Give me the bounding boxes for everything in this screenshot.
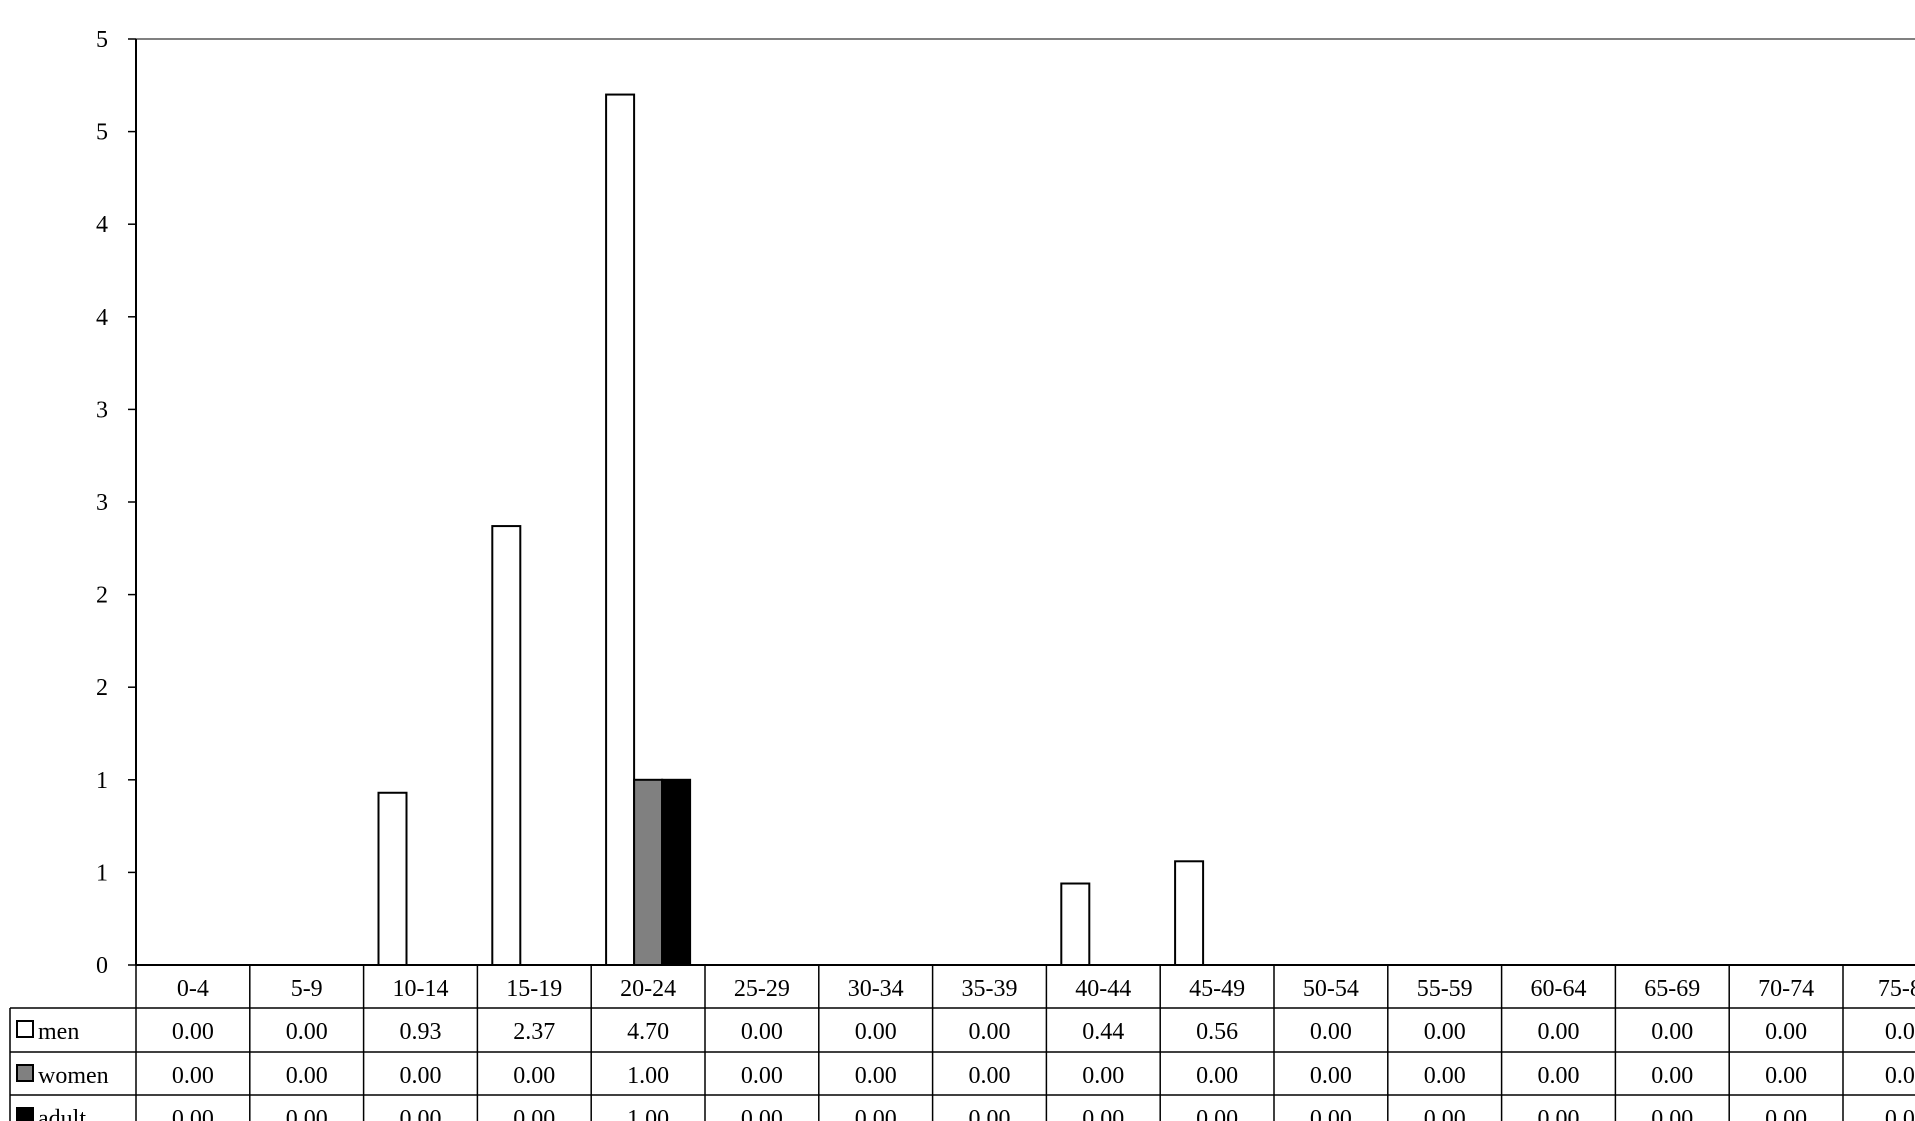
data-label-men: 0.00 <box>1424 1019 1466 1045</box>
data-label-men: 0.44 <box>1082 1019 1124 1045</box>
bar-men-10-14 <box>377 791 408 966</box>
bar-men-15-19 <box>491 525 522 966</box>
bar-adult-20-24 <box>661 778 692 966</box>
data-label-women: 0.00 <box>1765 1063 1807 1089</box>
y-tick-label: 3 <box>96 397 108 423</box>
data-label-men: 0.00 <box>1651 1019 1693 1045</box>
data-label-women: 0.00 <box>1651 1063 1693 1089</box>
data-label-adult: 0.00 <box>1082 1106 1124 1121</box>
x-tick-label: 25-29 <box>734 976 790 1002</box>
data-label-men: 0.00 <box>172 1019 214 1045</box>
y-tick-label: 3 <box>96 490 108 516</box>
bar-men-20-24 <box>605 93 636 966</box>
y-tick-label: 0 <box>96 953 108 979</box>
x-tick-label: 55-59 <box>1417 976 1473 1002</box>
data-label-adult: 0.00 <box>1765 1106 1807 1121</box>
bar-men-40-44 <box>1060 882 1091 967</box>
data-label-adult: 0.00 <box>1424 1106 1466 1121</box>
data-label-adult: 0.00 <box>400 1106 442 1121</box>
data-label-women: 0.0 <box>1885 1063 1915 1089</box>
legend-label-men: men <box>38 1019 79 1045</box>
data-label-women: 0.00 <box>172 1063 214 1089</box>
legend-swatch-women <box>16 1064 34 1082</box>
data-label-adult: 0.00 <box>1196 1106 1238 1121</box>
data-label-men: 0.00 <box>286 1019 328 1045</box>
x-tick-label: 60-64 <box>1531 976 1587 1002</box>
data-label-men: 4.70 <box>627 1019 669 1045</box>
y-tick-label: 1 <box>96 860 108 886</box>
data-label-women: 1.00 <box>627 1063 669 1089</box>
y-tick-label: 2 <box>96 583 108 609</box>
data-label-adult: 0.00 <box>969 1106 1011 1121</box>
x-tick-label: 35-39 <box>962 976 1018 1002</box>
data-label-women: 0.00 <box>513 1063 555 1089</box>
bar-women-20-24 <box>633 778 664 966</box>
x-tick-label: 45-49 <box>1189 976 1245 1002</box>
data-label-men: 0.00 <box>1310 1019 1352 1045</box>
y-axis: 0 1 1 2 2 3 3 4 4 5 5 <box>96 27 137 979</box>
x-tick-label: 15-19 <box>506 976 562 1002</box>
data-label-men: 0.0 <box>1885 1019 1915 1045</box>
legend-swatch-adult <box>16 1107 34 1121</box>
x-tick-label: 75-8 <box>1878 976 1915 1002</box>
data-label-adult: 0.00 <box>741 1106 783 1121</box>
data-table: 0-4 5-9 10-14 15-19 20-24 25-29 30-34 35-39 40-4… <box>9 964 1915 1121</box>
data-label-adult: 0.00 <box>855 1106 897 1121</box>
x-tick-label: 40-44 <box>1075 976 1131 1002</box>
y-tick-label: 5 <box>96 27 108 53</box>
data-label-men: 0.93 <box>400 1019 442 1045</box>
data-label-women: 0.00 <box>969 1063 1011 1089</box>
y-tick-label: 4 <box>96 212 108 238</box>
data-label-adult: 0.00 <box>1310 1106 1352 1121</box>
x-tick-label: 20-24 <box>620 976 676 1002</box>
legend-label-women: women <box>38 1063 109 1089</box>
x-tick-label: 30-34 <box>848 976 904 1002</box>
y-tick-label: 5 <box>96 120 108 146</box>
x-tick-label: 65-69 <box>1644 976 1700 1002</box>
data-label-women: 0.00 <box>1424 1063 1466 1089</box>
x-tick-label: 50-54 <box>1303 976 1359 1002</box>
x-tick-label: 5-9 <box>291 976 323 1002</box>
data-label-men: 0.00 <box>855 1019 897 1045</box>
data-label-women: 0.00 <box>1538 1063 1580 1089</box>
y-tick-label: 2 <box>96 675 108 701</box>
data-label-men: 0.56 <box>1196 1019 1238 1045</box>
bar-men-45-49 <box>1174 860 1205 967</box>
legend-label-adult: adult <box>38 1106 86 1121</box>
data-label-women: 0.00 <box>741 1063 783 1089</box>
data-label-women: 0.00 <box>855 1063 897 1089</box>
y-tick-label: 4 <box>96 305 108 331</box>
data-label-adult: 1.00 <box>627 1106 669 1121</box>
x-tick-label: 0-4 <box>177 976 209 1002</box>
data-label-adult: 0.0 <box>1885 1106 1915 1121</box>
bars <box>377 93 1205 967</box>
y-tick-label: 1 <box>96 768 108 794</box>
data-label-adult: 0.00 <box>172 1106 214 1121</box>
data-label-adult: 0.00 <box>1651 1106 1693 1121</box>
data-label-men: 0.00 <box>969 1019 1011 1045</box>
x-tick-label: 70-74 <box>1758 976 1814 1002</box>
data-label-women: 0.00 <box>400 1063 442 1089</box>
data-label-men: 0.00 <box>741 1019 783 1045</box>
data-label-adult: 0.00 <box>286 1106 328 1121</box>
x-tick-label: 10-14 <box>393 976 449 1002</box>
data-label-adult: 0.00 <box>513 1106 555 1121</box>
data-label-women: 0.00 <box>1082 1063 1124 1089</box>
data-label-men: 0.00 <box>1765 1019 1807 1045</box>
data-label-adult: 0.00 <box>1538 1106 1580 1121</box>
data-label-women: 0.00 <box>286 1063 328 1089</box>
legend-swatch-men <box>16 1020 34 1038</box>
data-label-men: 2.37 <box>513 1019 555 1045</box>
data-label-women: 0.00 <box>1310 1063 1352 1089</box>
data-label-men: 0.00 <box>1538 1019 1580 1045</box>
data-label-women: 0.00 <box>1196 1063 1238 1089</box>
